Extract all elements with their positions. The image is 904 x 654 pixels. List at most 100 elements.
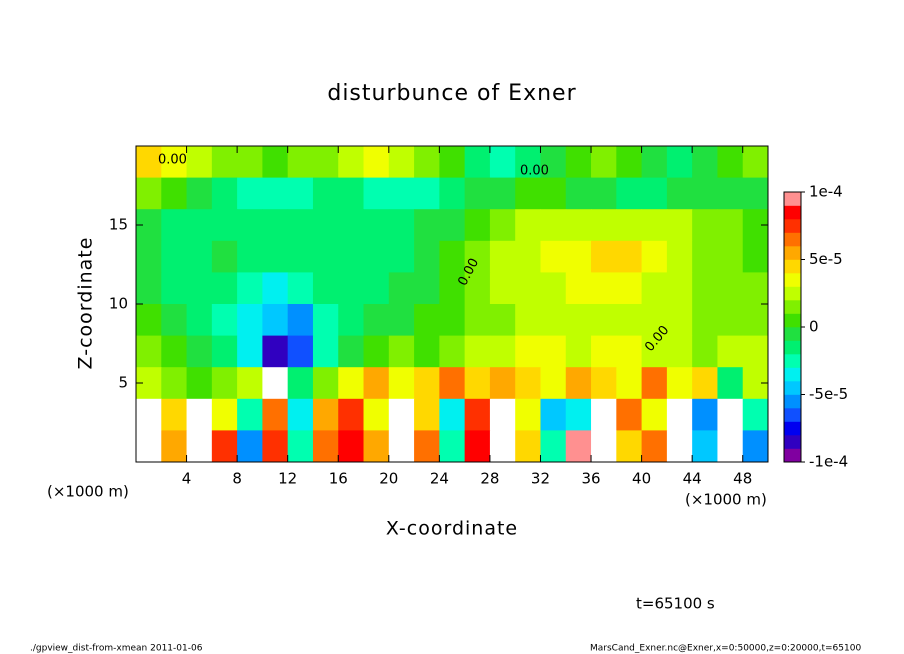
cell [414,398,440,431]
cell [464,146,491,179]
cell [338,398,365,431]
cell [692,146,718,179]
cell [186,367,213,400]
cell [464,367,491,400]
cell [237,430,263,463]
cell [237,240,263,273]
cell [565,177,592,210]
cell [515,398,541,431]
cell [692,177,718,210]
cell [363,240,390,273]
cell [211,367,238,400]
cell [287,304,314,337]
x-tick-label: 28 [480,470,499,488]
cell [161,430,188,463]
cell [717,398,744,431]
cell [414,272,440,305]
cell [312,430,339,463]
cell [641,146,668,179]
cell [237,177,263,210]
cell [591,209,617,242]
cell [186,209,213,242]
colorbar-swatch [784,259,801,274]
cell [717,146,744,179]
cell [591,335,617,368]
cell [211,430,238,463]
cell [616,272,643,305]
cell [616,398,643,431]
cell [692,209,718,242]
colorbar-swatch [784,421,801,436]
cell [439,398,466,431]
cell [717,177,744,210]
cell [666,335,693,368]
cell [312,272,339,305]
cell [186,177,213,210]
colorbar-swatch [784,273,801,287]
cell [161,272,188,305]
cell [363,430,390,463]
x-tick-label: 12 [278,470,297,488]
cell [363,304,390,337]
cell [363,209,390,242]
cell [136,177,162,210]
cell [742,304,769,337]
x-tick-label: 44 [683,470,702,488]
cell [388,177,415,210]
colorbar-tick-label: -5e-5 [809,385,848,403]
cell [489,177,516,210]
cell [312,398,339,431]
colorbar-swatch [784,232,801,247]
cell [262,398,289,431]
cell [439,367,466,400]
colorbar-swatch [784,354,801,368]
cell [717,304,744,337]
cell [591,398,617,431]
cell [692,272,718,305]
cell [287,146,314,179]
cell [515,177,541,210]
cell [464,430,491,463]
cell [211,272,238,305]
cell [616,335,643,368]
cell [565,304,592,337]
cell [388,209,415,242]
cell [565,367,592,400]
cell [489,304,516,337]
cell [515,209,541,242]
cell [439,272,466,305]
time-label: t=65100 s [636,595,715,613]
cell [136,304,162,337]
cell [312,146,339,179]
colorbar-swatch [784,219,801,233]
cell [287,398,314,431]
cell [565,430,592,463]
cell [439,209,466,242]
colorbar-tick-label: 1e-4 [809,183,843,201]
cell [540,240,567,273]
cell [692,240,718,273]
cell [439,304,466,337]
cell [287,272,314,305]
cell [591,240,617,273]
cell [717,240,744,273]
x-axis-label: X-coordinate [386,518,518,540]
cell [489,398,516,431]
cell [363,335,390,368]
cell [464,398,491,431]
cell [211,177,238,210]
cell [591,367,617,400]
cell [540,367,567,400]
x-tick-label: 40 [632,470,651,488]
y-tick-label: 5 [118,374,128,392]
cell [515,335,541,368]
cell [287,209,314,242]
cell [641,335,668,368]
cell [540,209,567,242]
cell [312,209,339,242]
cell [388,335,415,368]
cell [641,430,668,463]
cell [414,430,440,463]
cell [666,367,693,400]
